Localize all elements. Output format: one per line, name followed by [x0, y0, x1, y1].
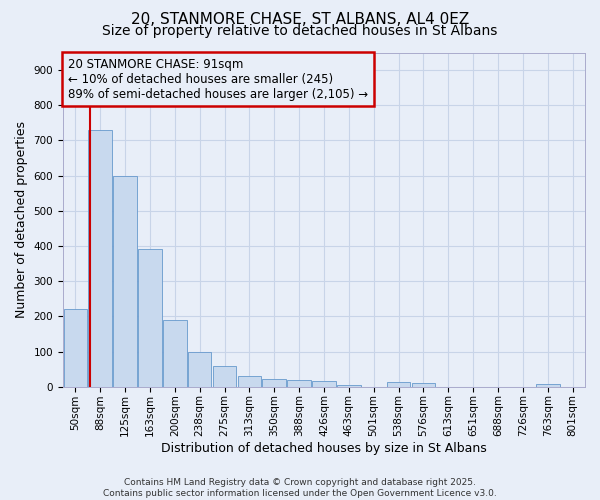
- Bar: [536, 384, 560, 386]
- Bar: [337, 385, 361, 386]
- Bar: [387, 382, 410, 386]
- Bar: [212, 366, 236, 386]
- Text: Size of property relative to detached houses in St Albans: Size of property relative to detached ho…: [103, 24, 497, 38]
- Bar: [287, 380, 311, 386]
- Bar: [64, 310, 87, 386]
- Text: Contains HM Land Registry data © Crown copyright and database right 2025.
Contai: Contains HM Land Registry data © Crown c…: [103, 478, 497, 498]
- Bar: [188, 352, 211, 386]
- Bar: [262, 379, 286, 386]
- Bar: [238, 376, 261, 386]
- Bar: [312, 380, 336, 386]
- Bar: [113, 176, 137, 386]
- Bar: [138, 250, 162, 386]
- Text: 20 STANMORE CHASE: 91sqm
← 10% of detached houses are smaller (245)
89% of semi-: 20 STANMORE CHASE: 91sqm ← 10% of detach…: [68, 58, 368, 100]
- Bar: [88, 130, 112, 386]
- X-axis label: Distribution of detached houses by size in St Albans: Distribution of detached houses by size …: [161, 442, 487, 455]
- Bar: [163, 320, 187, 386]
- Text: 20, STANMORE CHASE, ST ALBANS, AL4 0EZ: 20, STANMORE CHASE, ST ALBANS, AL4 0EZ: [131, 12, 469, 28]
- Bar: [412, 383, 435, 386]
- Y-axis label: Number of detached properties: Number of detached properties: [15, 121, 28, 318]
